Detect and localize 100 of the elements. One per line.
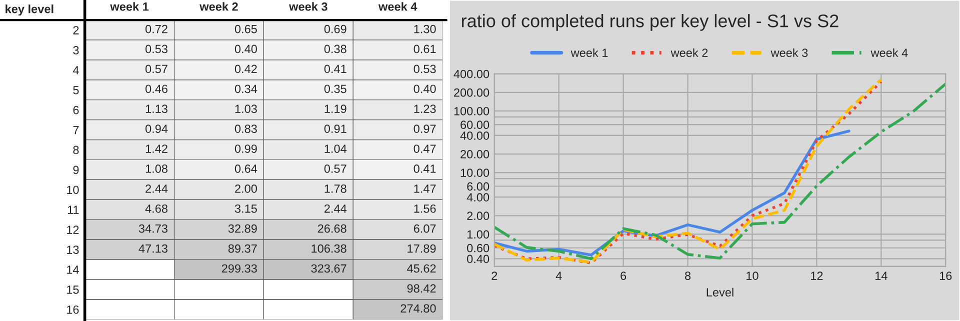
y-tick-label: 15 [67,286,79,294]
y-tick-label: 5 [73,86,79,94]
legend-label: week 3 [770,48,808,58]
data-label: 2.44 [146,184,168,193]
y-tick-label: 11 [68,206,79,214]
data-label: 0.61 [414,44,436,54]
data-label: 0.57 [324,164,346,173]
data-label: 0.72 [145,24,168,34]
y-tick-label: 12 [67,226,79,234]
y-tick-label: 7 [73,126,79,134]
data-label: 0.40 [414,84,436,94]
y-tick-label: 10.00 [460,168,490,177]
data-label: 0.40 [234,44,257,54]
data-label: 1.23 [414,104,436,114]
legend-label: week 2 [670,48,708,58]
data-label: 1.13 [146,104,168,114]
x-tick-label: week 3 [289,2,328,11]
y-tick-label: 40.00 [460,131,490,140]
y-tick-label: 0.60 [467,244,490,252]
data-label: 0.57 [145,64,168,74]
data-label: 0.69 [324,24,346,34]
data-label: 4.68 [145,204,168,213]
y-tick-label: 400.00 [454,70,490,78]
data-label: 2.00 [235,184,257,193]
data-label: 0.94 [145,124,168,133]
data-label: 1.30 [414,24,436,34]
data-label: 0.53 [414,64,436,74]
data-label: 0.41 [414,164,436,173]
y-tick-label: 9 [73,166,79,174]
data-label: 1.56 [414,204,436,213]
data-label: 47.13 [138,244,168,253]
data-label: 1.04 [324,144,347,153]
x-tick-label: 16 [940,272,952,280]
x-tick-label: 2 [492,272,498,280]
data-label: 0.83 [234,124,257,133]
data-label: 2.44 [324,204,347,213]
y-tick-label: 20.00 [460,150,490,158]
y-tick-label: 10 [67,186,79,194]
data-label: 89.37 [228,244,257,253]
x-tick-label: 12 [811,272,823,280]
data-label: 0.97 [414,124,436,133]
x-tick-label: week 2 [200,2,238,11]
data-label: 0.64 [234,164,258,173]
data-label: 106.38 [312,244,346,253]
x-axis-title: Level [706,288,734,297]
data-label: 0.91 [324,124,346,133]
y-tick-label: 200.00 [454,88,490,97]
data-label: 26.68 [318,224,346,233]
y-tick-label: 6.00 [467,182,490,191]
y-tick-label: 1.00 [467,230,490,239]
line-series [494,82,946,260]
x-tick-label: 10 [746,272,758,280]
y-tick-label: 3 [73,46,79,54]
legend-label: week 1 [570,48,608,58]
data-label: 0.46 [145,84,168,94]
legend-label: week 4 [870,48,908,58]
y-tick-label: 4 [72,66,79,74]
data-label: 0.42 [234,64,257,74]
data-label: 34.73 [138,224,168,233]
data-label: 6.07 [414,224,436,233]
data-label: 45.62 [407,264,436,273]
data-label: 0.53 [145,44,168,54]
chart-title: ratio of completed runs per key level - S1 vs S2 [462,14,838,31]
data-label: 274.80 [400,304,436,313]
y-tick-label: 100.00 [454,106,490,116]
y-axis-title: key level [6,4,54,16]
data-label: 1.08 [146,164,168,173]
y-tick-label: 4.00 [466,193,490,202]
y-tick-label: 2 [73,26,79,34]
y-tick-label: 14 [67,266,79,274]
data-label: 0.41 [324,64,346,74]
data-label: 299.33 [222,264,257,273]
data-label: 323.67 [311,264,346,273]
data-label: 98.42 [407,284,436,293]
x-tick-label: 8 [685,272,691,280]
data-label: 1.19 [324,104,346,114]
y-tick-label: 13 [67,246,79,254]
y-tick-label: 8 [73,146,79,154]
x-tick-label: 6 [620,272,626,280]
y-tick-label: 60.00 [460,120,490,130]
x-tick-label: 14 [875,272,888,280]
data-label: 0.99 [234,144,257,153]
data-label: 1.42 [146,144,168,153]
y-tick-label: 2.00 [467,212,490,220]
y-tick-label: 0.40 [467,254,490,264]
data-label: 1.78 [324,184,346,193]
data-label: 32.89 [228,224,257,233]
x-tick-label: week 1 [110,2,149,11]
data-label: 17.89 [408,244,436,253]
data-label: 1.47 [414,184,436,193]
x-tick-label: 4 [556,272,562,280]
data-label: 0.38 [324,44,346,54]
data-label: 0.34 [234,84,258,94]
data-label: 0.35 [324,84,346,94]
data-label: 3.15 [234,204,257,213]
y-tick-label: 16 [67,305,79,314]
data-label: 1.03 [235,104,257,114]
data-label: 0.65 [234,24,257,34]
y-tick-label: 6 [73,106,79,114]
x-tick-label: week 4 [378,2,418,11]
